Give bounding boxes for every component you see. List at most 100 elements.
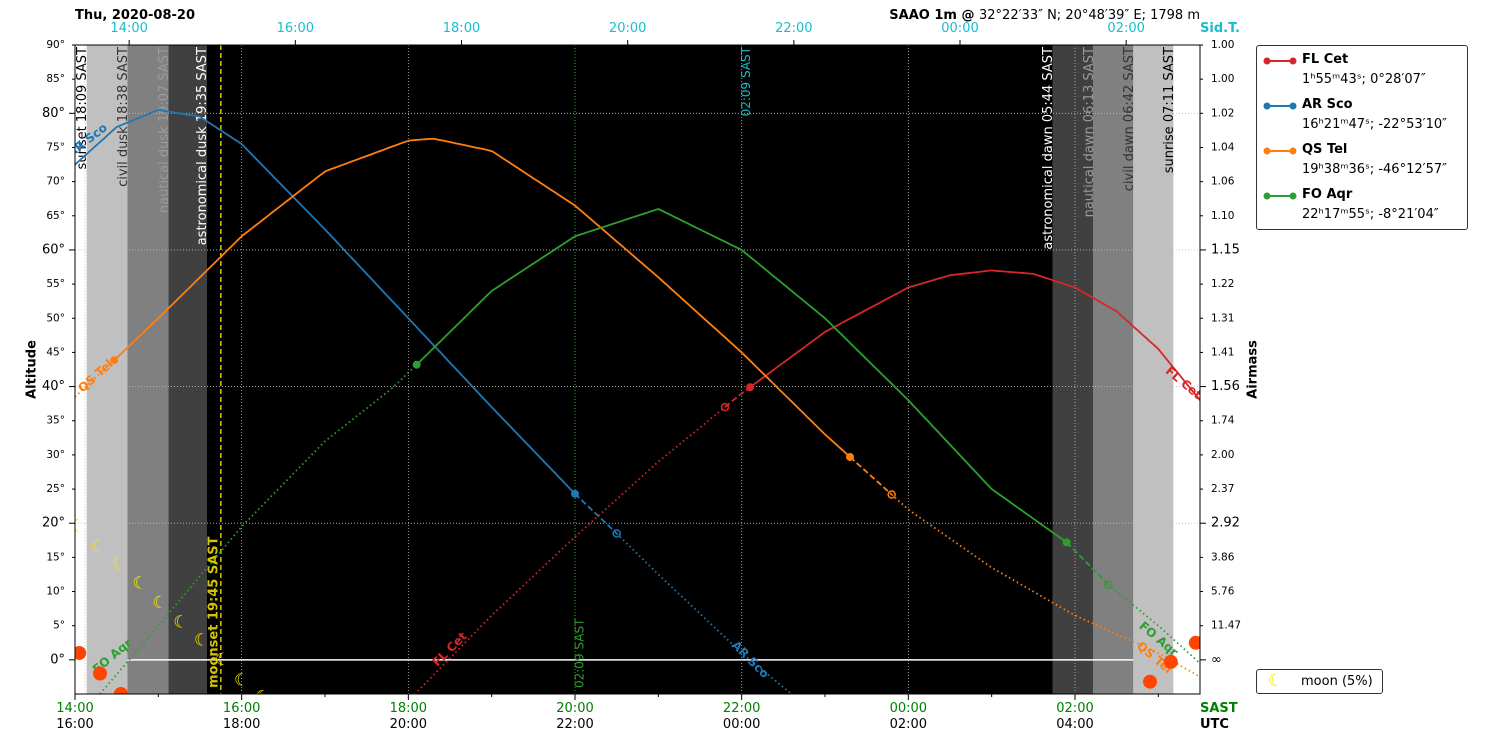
legend-coords-fo-aqr: 22ʰ17ᵐ55ˢ; -8°21′04″ [1302,207,1439,222]
x-tick-label-sast: 14:00 [56,701,93,716]
airmass-tick-label: 1.41 [1211,346,1234,358]
planet-dot [1143,674,1157,689]
y-minor-tick-label: 10° [46,586,65,598]
y-minor-tick-label: 5° [53,620,65,632]
y-minor-tick-label: 65° [46,210,65,222]
x-tick-label-utc: 20:00 [390,717,427,732]
curve-dashed-end-fo-aqr [1066,541,1109,586]
airmass-tick-label: 1.56 [1211,379,1240,394]
twilight-band-dusk-3 [168,45,207,694]
twilight-band-dusk-1 [86,45,128,694]
plot-frame [74,44,1201,695]
sidereal-axis-label: Sid.T. [1200,21,1240,36]
night-band [206,45,1053,694]
x-axis-label-utc: UTC [1200,717,1229,732]
moon-track-icon: ☾ [215,650,230,670]
x-tick-label-sast: 00:00 [890,701,927,716]
sidereal-tick-label: 02:00 [1107,21,1144,36]
curve-dotted-end-fo-aqr [1107,584,1200,664]
airmass-tick-label: 1.15 [1211,242,1240,257]
curve-dashed-end-ar-sco [574,493,618,535]
y2-axis-label: Airmass [1246,340,1261,399]
y-minor-tick-label: 50° [46,312,65,324]
x-tick-label-utc: 00:00 [723,717,760,732]
y-minor-tick-label: 15° [46,551,65,563]
legend-name-qs-tel: QS Tel [1302,142,1348,157]
y-minor-tick-label: 90° [46,39,65,51]
y-axis-label: Altitude [25,340,40,399]
airmass-tick-label: 2.37 [1211,483,1234,495]
airmass-tick-label: 5.76 [1211,586,1235,598]
legend-entry-ar-sco: AR Sco 16ʰ21ᵐ47ˢ; -22°53′10″ [1257,93,1467,137]
x-axis-label-sast: SAST [1200,701,1238,716]
curve-marker-qs-tel [110,356,119,365]
y-major-tick-label: 40° [42,379,65,394]
curve-dotted-fo-aqr [99,364,418,694]
moon-track-icon: ☾ [194,631,209,651]
y-major-tick-label: 20° [42,516,65,531]
y-minor-tick-label: 85° [46,73,65,85]
moon-legend: ☾ moon (5%) [1256,669,1383,694]
planet-dot [93,666,107,681]
twilight-band-dawn-2 [1093,45,1134,694]
curve-marker-fo-aqr [412,360,421,369]
legend-swatch-fo-aqr [1263,192,1297,200]
y-major-tick-label: 60° [42,242,65,257]
moon-track-icon: ☾ [173,612,188,632]
legend-name-fo-aqr: FO Aqr [1302,187,1353,202]
legend-entry-fo-aqr: FO Aqr 22ʰ17ᵐ55ˢ; -8°21′04″ [1257,183,1467,227]
airmass-tick-label: 1.04 [1211,141,1235,153]
legend-swatch-ar-sco [1263,102,1297,110]
twilight-label: sunset 18:09 SAST [75,47,90,169]
legend-coords-fl-cet: 1ʰ55ᵐ43ˢ; 0°28′07″ [1302,72,1426,87]
observatory-location: 32°22′33″ N; 20°48′39″ E; 1798 m [979,8,1200,23]
y-minor-tick-label: 55° [46,278,65,290]
curve-marker-open-fl-cet [720,402,730,412]
planet-dot [1163,654,1178,669]
legend-swatch-fl-cet [1263,57,1297,65]
airmass-tick-label: 3.86 [1211,551,1235,563]
legend-name-fl-cet: FL Cet [1302,52,1349,67]
legend-coords-ar-sco: 16ʰ21ᵐ47ˢ; -22°53′10″ [1302,117,1447,132]
x-tick-label-sast: 18:00 [390,701,427,716]
moon-track-icon: ☾ [152,593,167,613]
twilight-label: astronomical dawn 05:44 SAST [1041,47,1056,250]
twilight-band-dusk-2 [127,45,169,694]
airmass-tick-label: ∞ [1211,652,1222,667]
sidereal-tick-label: 18:00 [443,21,480,36]
twilight-band-dawn-3 [1133,45,1174,694]
moon-icon: ☾ [1268,671,1284,691]
curve-marker-fl-cet [746,383,754,392]
moon-track-icon: ☾ [255,687,270,707]
moon-track-icon: ☾ [91,537,106,557]
curve-marker-open-ar-sco [612,529,621,538]
event-marker-label-0: 02:09 SAST [573,618,587,688]
moonset-label: moonset 19:45 SAST [206,536,221,688]
curve-solid-fo-aqr [416,208,1068,544]
legend-name-ar-sco: AR Sco [1302,97,1353,112]
airmass-tick-label: 1.00 [1211,39,1234,51]
sidereal-tick-label: 16:00 [277,21,314,36]
legend-coords-qs-tel: 19ʰ38ᵐ36ˢ; -46°12′57″ [1302,162,1447,177]
event-marker-label-1: 02:09 SAST [739,46,753,116]
twilight-label: nautical dusk 19:07 SAST [157,47,172,213]
planet-dot [75,646,87,661]
curve-marker-ar-sco [571,489,579,498]
x-tick-label-sast: 02:00 [1056,701,1093,716]
y-minor-tick-label: 45° [46,346,65,358]
curve-solid-ar-sco [75,108,576,495]
twilight-label: nautical dawn 06:13 SAST [1082,47,1097,217]
date-label: Thu, 2020-08-20 [75,8,195,23]
sidereal-tick-label: 22:00 [775,21,812,36]
airmass-tick-label: 2.92 [1211,516,1240,531]
curve-dotted-end-ar-sco [616,532,793,694]
curve-marker-open-qs-tel [887,490,896,499]
airmass-tick-label: 1.02 [1211,107,1234,119]
observatory-name: SAAO 1m @ [889,8,979,23]
curve-dashed-end-qs-tel [849,456,893,496]
sidereal-tick-label: 00:00 [941,21,978,36]
legend-swatch-qs-tel [1263,147,1297,155]
airmass-tick-label: 1.31 [1211,312,1234,324]
planet-dot [113,687,128,694]
